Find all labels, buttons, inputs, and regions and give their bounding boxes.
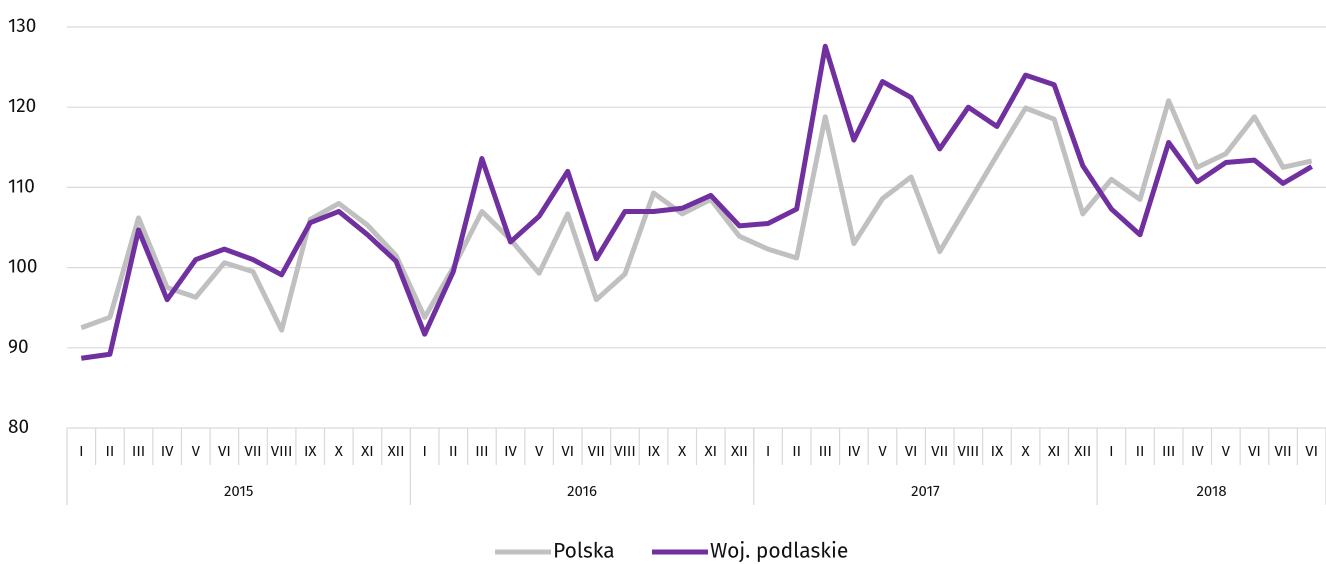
x-tick-label: VIII bbox=[614, 442, 636, 460]
x-tick-label: X bbox=[335, 442, 344, 460]
year-label: 2016 bbox=[567, 482, 597, 500]
x-tick-label: V bbox=[878, 442, 887, 460]
x-tick-label: V bbox=[1222, 442, 1231, 460]
x-tick-label: III bbox=[475, 442, 488, 460]
legend-label: Woj. podlaskie bbox=[710, 538, 848, 564]
x-tick-label: X bbox=[678, 442, 687, 460]
x-tick-label: VIII bbox=[958, 442, 980, 460]
x-tick-label: VI bbox=[218, 442, 231, 460]
x-tick-label: I bbox=[422, 442, 426, 460]
x-tick-label: VI bbox=[905, 442, 918, 460]
x-tick-label: XI bbox=[705, 442, 718, 460]
x-tick-label: IV bbox=[161, 442, 174, 460]
x-tick-label: V bbox=[535, 442, 544, 460]
x-tick-label: X bbox=[1022, 442, 1031, 460]
x-tick-label: III bbox=[1162, 442, 1175, 460]
y-tick-label: 130 bbox=[8, 15, 36, 38]
x-tick-label: VII bbox=[1274, 442, 1291, 460]
x-tick-label: III bbox=[819, 442, 832, 460]
x-tick-label: II bbox=[105, 442, 114, 460]
x-tick-label: XI bbox=[361, 442, 374, 460]
x-tick-label: VI bbox=[561, 442, 574, 460]
x-tick-label: II bbox=[792, 442, 801, 460]
y-tick-label: 120 bbox=[8, 95, 36, 118]
x-tick-label: XI bbox=[1048, 442, 1061, 460]
x-tick-label: XII bbox=[388, 442, 405, 460]
year-label: 2015 bbox=[224, 482, 253, 500]
x-tick-label: IX bbox=[647, 442, 660, 460]
x-tick-label: VI bbox=[1305, 442, 1318, 460]
x-tick-label: II bbox=[449, 442, 458, 460]
x-tick-label: XII bbox=[731, 442, 748, 460]
y-tick-label: 100 bbox=[8, 256, 37, 279]
x-tick-label: VI bbox=[1248, 442, 1261, 460]
x-tick-label: VII bbox=[931, 442, 948, 460]
x-tick-label: III bbox=[132, 442, 145, 460]
x-tick-label: IV bbox=[847, 442, 860, 460]
year-label: 2017 bbox=[911, 482, 940, 500]
series-line bbox=[80, 98, 1313, 333]
year-label: 2018 bbox=[1196, 482, 1226, 500]
x-tick-label: I bbox=[1109, 442, 1113, 460]
x-tick-label: II bbox=[1136, 442, 1145, 460]
x-tick-label: VII bbox=[244, 442, 261, 460]
x-tick-label: IV bbox=[1191, 442, 1204, 460]
y-tick-label: 90 bbox=[8, 336, 29, 359]
x-tick-label: V bbox=[192, 442, 201, 460]
x-tick-label: XII bbox=[1074, 442, 1091, 460]
y-tick-label: 80 bbox=[8, 416, 29, 439]
x-tick-label: VIII bbox=[271, 442, 293, 460]
x-tick-label: IV bbox=[504, 442, 517, 460]
x-tick-label: I bbox=[79, 442, 83, 460]
legend-label: Polska bbox=[553, 538, 615, 564]
x-tick-label: IX bbox=[991, 442, 1004, 460]
x-tick-label: I bbox=[766, 442, 770, 460]
x-tick-label: VII bbox=[588, 442, 605, 460]
series-line bbox=[80, 43, 1313, 361]
y-tick-label: 110 bbox=[8, 175, 35, 198]
x-tick-label: IX bbox=[304, 442, 317, 460]
